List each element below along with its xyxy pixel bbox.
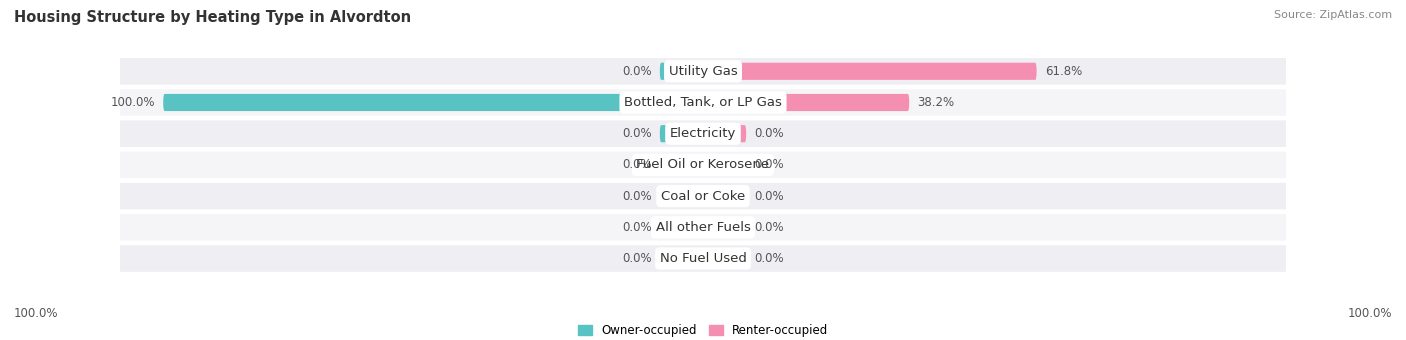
FancyBboxPatch shape	[120, 214, 1286, 241]
FancyBboxPatch shape	[659, 156, 703, 173]
Text: 0.0%: 0.0%	[754, 252, 785, 265]
Text: 0.0%: 0.0%	[754, 221, 785, 234]
Text: Utility Gas: Utility Gas	[669, 65, 737, 78]
Text: Bottled, Tank, or LP Gas: Bottled, Tank, or LP Gas	[624, 96, 782, 109]
FancyBboxPatch shape	[703, 250, 747, 267]
Text: 0.0%: 0.0%	[621, 190, 652, 203]
Text: 61.8%: 61.8%	[1045, 65, 1083, 78]
Text: 0.0%: 0.0%	[621, 252, 652, 265]
Text: Source: ZipAtlas.com: Source: ZipAtlas.com	[1274, 10, 1392, 20]
FancyBboxPatch shape	[120, 58, 1286, 85]
Text: Housing Structure by Heating Type in Alvordton: Housing Structure by Heating Type in Alv…	[14, 10, 411, 25]
Legend: Owner-occupied, Renter-occupied: Owner-occupied, Renter-occupied	[578, 324, 828, 337]
Text: 100.0%: 100.0%	[1347, 307, 1392, 320]
FancyBboxPatch shape	[703, 188, 747, 205]
FancyBboxPatch shape	[120, 245, 1286, 272]
FancyBboxPatch shape	[163, 94, 703, 111]
FancyBboxPatch shape	[659, 125, 703, 142]
FancyBboxPatch shape	[659, 63, 703, 80]
FancyBboxPatch shape	[703, 219, 747, 236]
Text: 0.0%: 0.0%	[754, 190, 785, 203]
FancyBboxPatch shape	[120, 152, 1286, 178]
FancyBboxPatch shape	[659, 188, 703, 205]
Text: 100.0%: 100.0%	[14, 307, 59, 320]
Text: No Fuel Used: No Fuel Used	[659, 252, 747, 265]
FancyBboxPatch shape	[703, 63, 1036, 80]
Text: 0.0%: 0.0%	[621, 221, 652, 234]
FancyBboxPatch shape	[659, 250, 703, 267]
Text: Fuel Oil or Kerosene: Fuel Oil or Kerosene	[637, 158, 769, 171]
Text: 0.0%: 0.0%	[754, 127, 785, 140]
Text: Coal or Coke: Coal or Coke	[661, 190, 745, 203]
Text: 0.0%: 0.0%	[621, 158, 652, 171]
Text: 100.0%: 100.0%	[111, 96, 155, 109]
Text: 38.2%: 38.2%	[917, 96, 955, 109]
FancyBboxPatch shape	[703, 156, 747, 173]
FancyBboxPatch shape	[120, 89, 1286, 116]
Text: Electricity: Electricity	[669, 127, 737, 140]
FancyBboxPatch shape	[120, 120, 1286, 147]
Text: 0.0%: 0.0%	[754, 158, 785, 171]
FancyBboxPatch shape	[659, 219, 703, 236]
FancyBboxPatch shape	[703, 94, 910, 111]
FancyBboxPatch shape	[120, 183, 1286, 209]
FancyBboxPatch shape	[703, 125, 747, 142]
Text: 0.0%: 0.0%	[621, 65, 652, 78]
Text: 0.0%: 0.0%	[621, 127, 652, 140]
Text: All other Fuels: All other Fuels	[655, 221, 751, 234]
